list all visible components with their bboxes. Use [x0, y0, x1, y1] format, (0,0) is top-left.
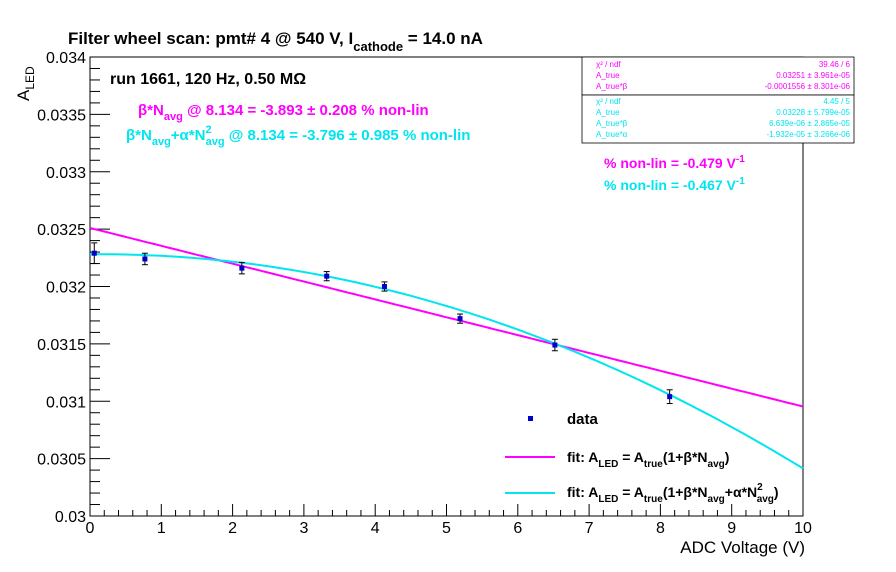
y-tick-label: 0.031 — [46, 394, 86, 411]
x-tick-label: 1 — [157, 520, 166, 537]
run-label: run 1661, 120 Hz, 0.50 MΩ — [110, 71, 306, 88]
data-points — [91, 242, 673, 405]
stats-value: -1.932e-05 ± 3.266e-06 — [766, 130, 850, 139]
data-point — [91, 250, 97, 256]
x-tick-label: 6 — [513, 520, 522, 537]
x-tick-label: 3 — [299, 520, 308, 537]
x-tick-label: 7 — [585, 520, 594, 537]
legend-data-marker — [528, 416, 533, 421]
data-point — [239, 265, 245, 271]
x-axis-label: ADC Voltage (V) — [680, 538, 805, 557]
linear-nonlin-annotation: β*Navg @ 8.134 = -3.893 ± 0.208 % non-li… — [138, 102, 429, 123]
stats-value: 0.03228 ± 5.799e-05 — [776, 108, 850, 117]
x-tick-label: 0 — [86, 520, 95, 537]
quad-nonlin-annotation: β*Navg+α*N2 avg @ 8.134 = -3.796 ± 0.985 … — [126, 124, 470, 148]
stats-label: A_true — [596, 108, 620, 117]
legend-quad-label: fit: ALED = Atrue(1+β*Navg+α*N2 avg) — [567, 482, 779, 505]
y-tick-label: 0.034 — [46, 50, 86, 67]
data-point — [667, 394, 673, 400]
legend-data-label: data — [567, 411, 599, 428]
stats-value: -0.0001556 ± 8.301e-06 — [765, 82, 851, 91]
legend-linear-label: fit: ALED = Atrue(1+β*Navg) — [567, 449, 729, 470]
quadratic-fit-curve — [89, 253, 804, 470]
y-tick-label: 0.0335 — [37, 107, 86, 124]
stats-box-linear: χ² / ndf 39.46 / 6 A_true 0.03251 ± 3.961e-… — [581, 56, 855, 96]
stats-label: A_true*β — [596, 119, 628, 128]
stats-value: 39.46 / 6 — [819, 60, 851, 69]
axis-ticks: 0 1 2 3 4 5 6 7 8 9 10 0.03 0.0305 0.031 0.0315 0.032 0.… — [37, 50, 812, 537]
y-tick-label: 0.032 — [46, 280, 86, 297]
linear-fit-curve — [89, 227, 804, 408]
data-point — [381, 284, 387, 289]
stats-label: χ² / ndf — [596, 60, 621, 69]
stats-label: χ² / ndf — [596, 97, 621, 106]
y-tick-label: 0.0305 — [37, 452, 86, 469]
x-tick-label: 5 — [442, 520, 451, 537]
y-axis-label: ALED — [14, 66, 37, 101]
x-tick-label: 8 — [656, 520, 665, 537]
data-point — [142, 256, 148, 262]
fit-curves — [89, 227, 804, 470]
y-tick-label: 0.0315 — [37, 337, 86, 354]
chart-title: Filter wheel scan: pmt# 4 @ 540 V, Icath… — [68, 29, 483, 54]
data-point — [457, 316, 463, 322]
data-point — [324, 273, 330, 279]
legend: data fit: ALED = Atrue(1+β*Navg) fit: AL… — [505, 411, 779, 505]
y-tick-label: 0.0325 — [37, 222, 86, 239]
stats-value: 4.45 / 5 — [823, 97, 850, 106]
x-tick-label: 2 — [228, 520, 237, 537]
stats-box-quad: χ² / ndf 4.45 / 5 A_true 0.03228 ± 5.799e-0… — [581, 94, 855, 144]
x-tick-label: 9 — [727, 520, 736, 537]
data-point — [552, 342, 558, 348]
y-tick-label: 0.03 — [55, 509, 86, 526]
stats-value: 6.639e-06 ± 2.865e-05 — [769, 119, 850, 128]
stats-label: A_true — [596, 71, 620, 80]
x-tick-label: 10 — [794, 520, 812, 537]
stats-label: A_true*α — [596, 130, 628, 139]
y-tick-label: 0.033 — [46, 165, 86, 182]
stats-value: 0.03251 ± 3.961e-05 — [776, 71, 850, 80]
linear-slope-annotation: % non-lin = -0.479 V-1 — [604, 154, 745, 171]
x-tick-label: 4 — [371, 520, 380, 537]
stats-label: A_true*β — [596, 82, 628, 91]
quad-slope-annotation: % non-lin = -0.467 V-1 — [604, 176, 745, 193]
